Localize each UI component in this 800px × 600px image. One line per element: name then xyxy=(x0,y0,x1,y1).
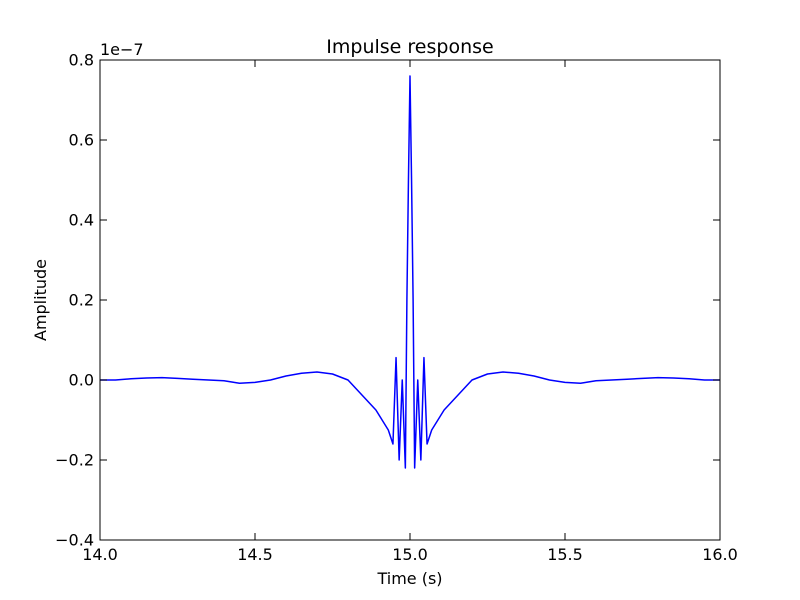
x-tick-label: 14.0 xyxy=(82,545,118,564)
y-offset-label: 1e−7 xyxy=(100,40,144,59)
y-tick-label: 0.2 xyxy=(69,291,94,310)
x-axis-label: Time (s) xyxy=(376,569,442,588)
x-tick-label: 15.5 xyxy=(547,545,583,564)
x-tick-label: 14.5 xyxy=(237,545,273,564)
axes-frame xyxy=(99,59,721,541)
y-tick-label: −0.2 xyxy=(55,451,94,470)
y-axis-label: Amplitude xyxy=(31,259,50,341)
y-tick-label: 0.0 xyxy=(69,371,94,390)
plot-area: 14.0 14.5 15.0 15.5 16.0 −0.4 −0.2 0.0 0.2 0.4 0.6… xyxy=(55,51,738,565)
x-tick-label: 15.0 xyxy=(392,545,428,564)
y-tick-label: 0.6 xyxy=(69,131,94,150)
y-tick-label: −0.4 xyxy=(55,531,94,550)
x-tick-label: 16.0 xyxy=(702,545,738,564)
chart-title: Impulse response xyxy=(326,36,493,58)
y-tick-label: 0.8 xyxy=(69,51,94,70)
y-tick-label: 0.4 xyxy=(69,211,94,230)
series-line-0 xyxy=(100,75,720,469)
